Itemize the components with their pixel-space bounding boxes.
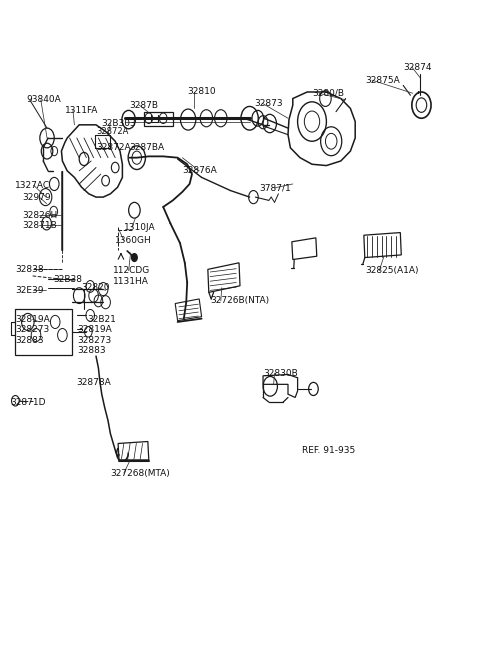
Text: 32826H: 32826H xyxy=(23,211,58,220)
Text: 32873: 32873 xyxy=(254,99,283,108)
Text: 1310JA: 1310JA xyxy=(124,223,156,232)
Text: 32872A: 32872A xyxy=(96,127,128,136)
Text: 32876A: 32876A xyxy=(182,166,217,175)
Text: 32E39: 32E39 xyxy=(15,286,44,295)
Text: 1360GH: 1360GH xyxy=(115,236,152,245)
Text: 3287BA: 3287BA xyxy=(130,143,165,152)
Text: 32819A: 32819A xyxy=(77,325,111,334)
Text: 327268(MTA): 327268(MTA) xyxy=(110,468,170,478)
Text: 32872A: 32872A xyxy=(96,143,131,152)
Text: 32878A: 32878A xyxy=(76,378,110,387)
Text: 32871D: 32871D xyxy=(11,397,46,407)
Text: 1327AC: 1327AC xyxy=(15,181,50,190)
Text: 328273: 328273 xyxy=(77,336,111,345)
Text: 32875A: 32875A xyxy=(365,76,399,85)
Text: 3280/B: 3280/B xyxy=(312,89,344,98)
Text: 32874: 32874 xyxy=(403,62,432,72)
Text: 32871B: 32871B xyxy=(23,221,57,230)
Text: 112CDG: 112CDG xyxy=(113,266,150,275)
Text: 32726B(NTA): 32726B(NTA) xyxy=(210,296,269,306)
Text: 32830B: 32830B xyxy=(263,369,298,378)
Text: 32883: 32883 xyxy=(15,336,44,345)
Text: 32810: 32810 xyxy=(187,87,216,97)
Text: 32B303: 32B303 xyxy=(102,119,136,128)
Text: 3787/1: 3787/1 xyxy=(259,183,291,193)
Text: 3287B: 3287B xyxy=(130,101,158,110)
Text: 1311FA: 1311FA xyxy=(65,106,98,115)
Text: 32838: 32838 xyxy=(15,265,44,274)
Text: 32B21: 32B21 xyxy=(87,315,116,324)
Text: 93840A: 93840A xyxy=(26,95,61,104)
Text: 32B38: 32B38 xyxy=(53,275,82,284)
Text: 32819A: 32819A xyxy=(15,315,50,324)
Text: 328273: 328273 xyxy=(15,325,49,334)
Circle shape xyxy=(132,254,137,261)
Text: REF. 91-935: REF. 91-935 xyxy=(302,446,356,455)
Text: 32825(A1A): 32825(A1A) xyxy=(365,266,418,275)
Text: 1131HA: 1131HA xyxy=(113,277,149,286)
Text: 32820: 32820 xyxy=(82,283,110,292)
Text: 32883: 32883 xyxy=(77,346,106,355)
Text: 32979: 32979 xyxy=(23,193,51,202)
